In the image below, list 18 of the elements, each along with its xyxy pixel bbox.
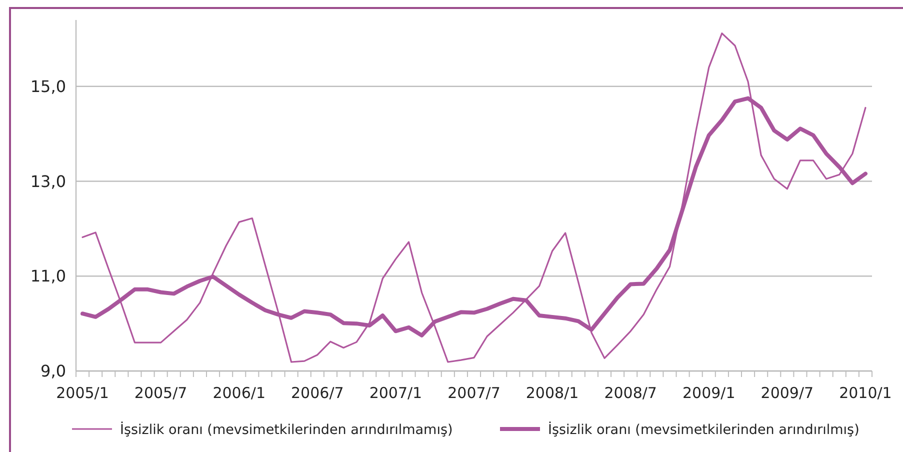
x-tick-label: 2009/1 — [682, 384, 736, 402]
line-series — [82, 32, 866, 363]
x-tick-label: 2008/1 — [526, 384, 579, 402]
x-tick-label: 2007/1 — [369, 384, 422, 402]
legend-label: İşsizlik oranı (mevsimetkilerinden arındırılmış) — [548, 421, 860, 438]
y-tick-label: 15,0 — [30, 77, 66, 96]
x-tick-label: 2009/7 — [760, 384, 814, 402]
x-tick-label: 2006/1 — [212, 384, 266, 402]
y-tick-label: 9,0 — [40, 362, 66, 381]
y-tick-label: 11,0 — [30, 266, 66, 286]
legend-label: İşsizlik oranı (mevsimetkilerinden arındırılmamış) — [120, 421, 453, 438]
y-tick-label: 13,0 — [30, 172, 66, 191]
x-tick-label: 2007/7 — [448, 384, 500, 402]
x-tick-label: 2005/1 — [56, 384, 109, 402]
x-tick-label: 2005/7 — [134, 384, 188, 402]
x-tick-label: 2006/7 — [291, 384, 344, 402]
x-tick-label: 2010/1 — [839, 384, 892, 402]
x-tick-label: 2008/7 — [604, 384, 657, 402]
